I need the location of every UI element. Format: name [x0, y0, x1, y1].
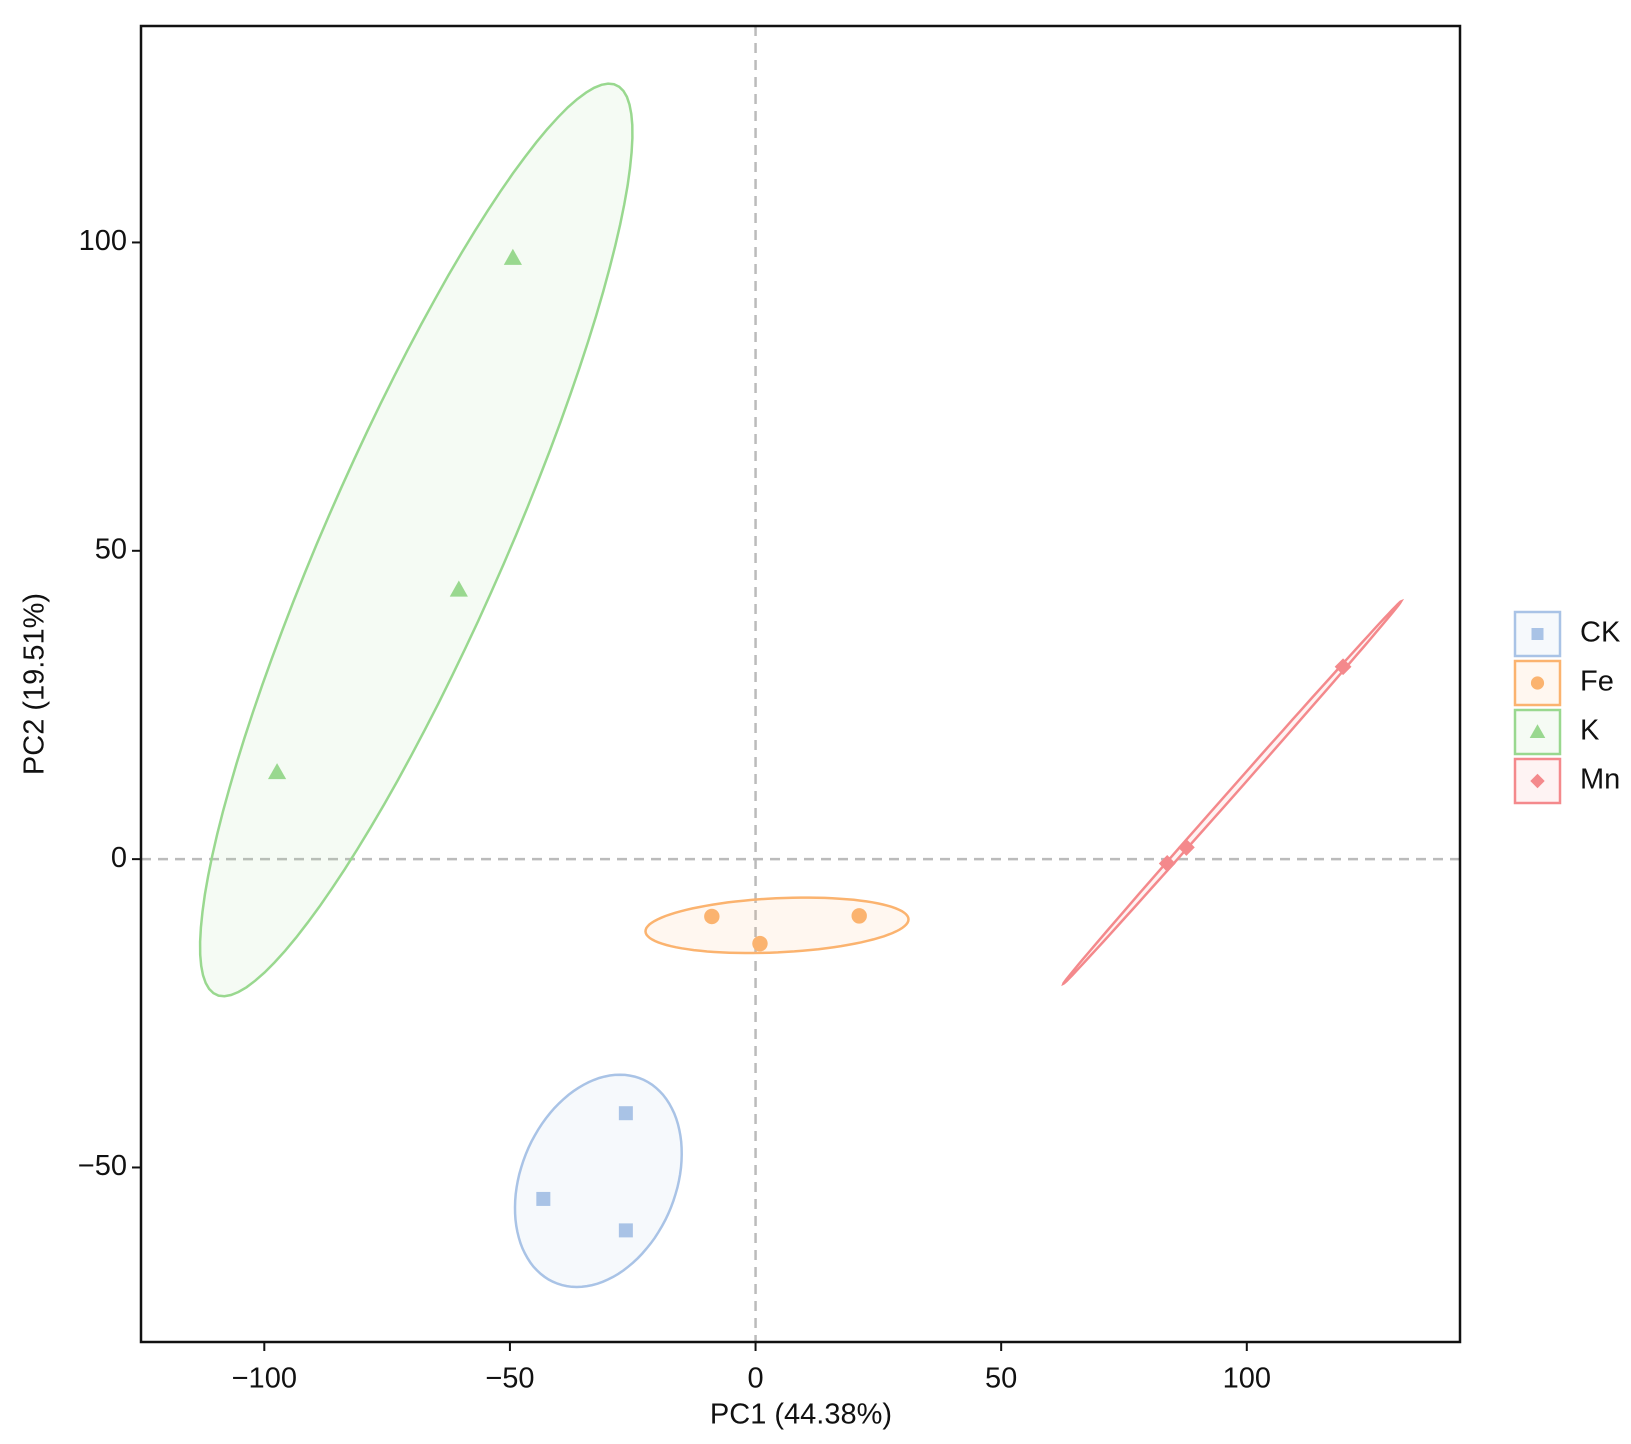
plot-frame [139, 24, 1462, 1344]
legend-label: Fe [1580, 666, 1614, 698]
point [1177, 839, 1195, 856]
point [1158, 855, 1176, 872]
legend-key [1513, 610, 1562, 658]
x-tick-label: 100 [1223, 1363, 1271, 1395]
legend-label: K [1580, 715, 1600, 747]
x-axis-title: PC1 (44.38%) [710, 1399, 892, 1431]
x-tick-label: −100 [232, 1363, 297, 1395]
legend-label: Mn [1580, 764, 1620, 796]
x-tick-label: 50 [985, 1363, 1017, 1395]
x-tick-label: 0 [747, 1363, 763, 1395]
legend-marker [1529, 724, 1546, 738]
confidence-ellipse [198, 82, 634, 998]
point [851, 908, 867, 924]
point [618, 1106, 633, 1121]
legend-marker [1530, 676, 1545, 690]
point [704, 908, 720, 925]
legend-marker [1531, 628, 1544, 640]
point [1334, 658, 1352, 676]
y-axis-title: PC2 (19.51%) [19, 593, 51, 775]
point [536, 1191, 551, 1206]
legend-label: CK [1580, 617, 1621, 649]
confidence-ellipse [1061, 598, 1405, 987]
legend-marker [1530, 773, 1545, 789]
y-tick-label: 100 [79, 225, 127, 257]
confidence-ellipse [513, 1073, 683, 1289]
point [752, 935, 768, 952]
confidence-ellipse [644, 896, 910, 955]
x-tick-label: −50 [485, 1363, 534, 1395]
point [449, 580, 468, 597]
y-tick-label: −50 [78, 1150, 127, 1182]
point [503, 248, 522, 265]
y-tick-label: 50 [95, 533, 127, 565]
point [267, 763, 287, 780]
point [618, 1223, 633, 1238]
y-tick-label: 0 [111, 842, 127, 874]
